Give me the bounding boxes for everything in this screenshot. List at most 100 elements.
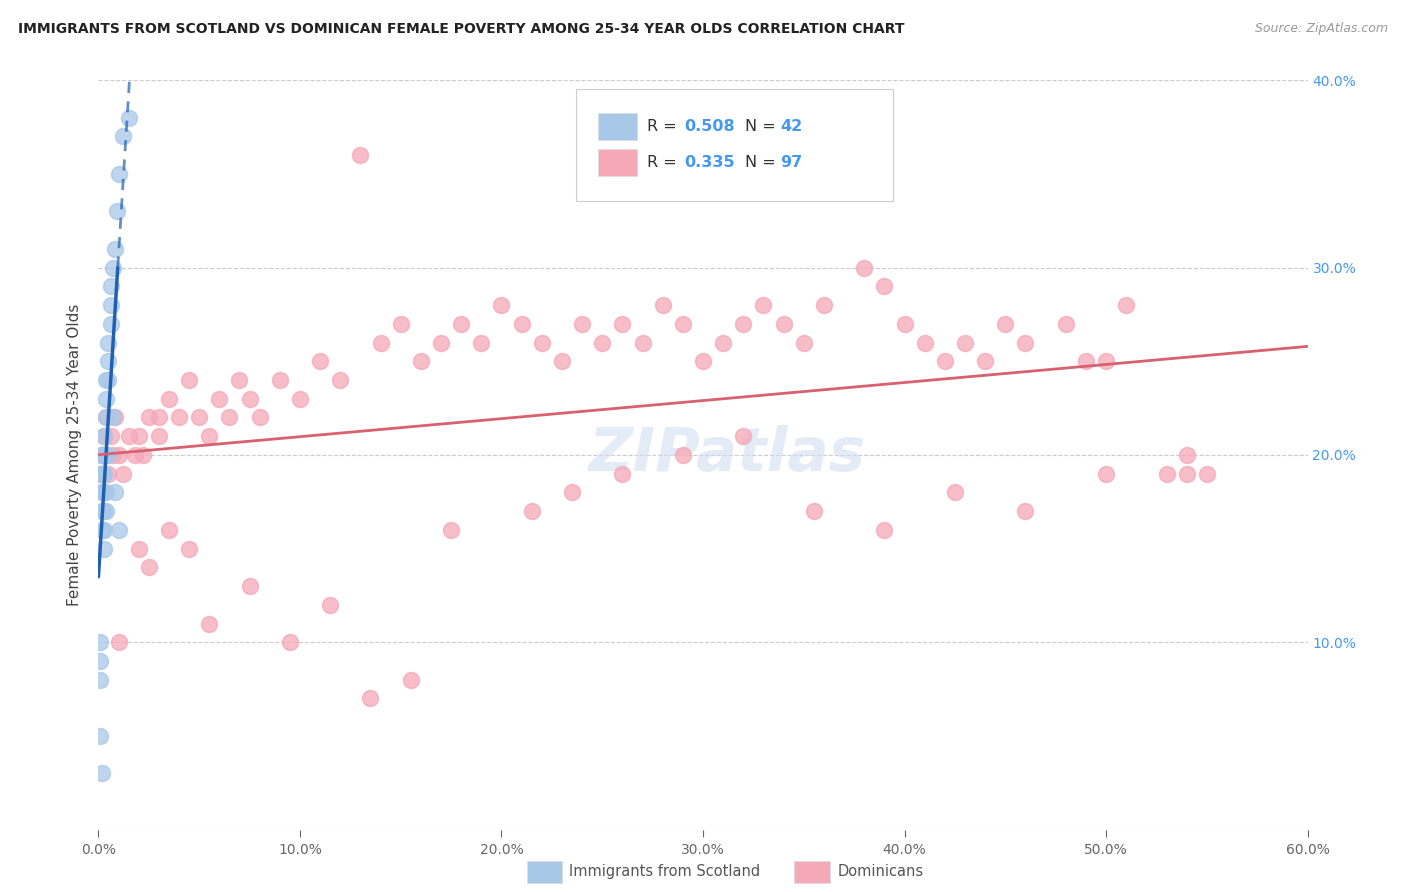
Text: 97: 97 xyxy=(780,155,803,169)
Point xyxy=(97,373,120,387)
Point xyxy=(138,560,160,574)
Point xyxy=(167,410,190,425)
Point xyxy=(711,335,734,350)
Text: Source: ZipAtlas.com: Source: ZipAtlas.com xyxy=(1254,22,1388,36)
Point xyxy=(1156,467,1178,481)
Point xyxy=(672,448,695,462)
Point xyxy=(91,485,114,500)
Point xyxy=(93,429,115,443)
Point xyxy=(510,317,533,331)
Point xyxy=(118,111,141,125)
Point xyxy=(239,579,262,593)
Point xyxy=(103,242,125,256)
Point xyxy=(530,335,553,350)
Point xyxy=(278,635,301,649)
Point xyxy=(631,335,654,350)
Point xyxy=(89,729,111,743)
Point xyxy=(239,392,262,406)
Point xyxy=(329,373,352,387)
Point xyxy=(91,448,114,462)
Point xyxy=(853,260,876,275)
Point xyxy=(89,54,111,69)
Point xyxy=(1095,354,1118,368)
Point xyxy=(470,335,492,350)
Point xyxy=(1195,467,1218,481)
Point xyxy=(612,467,634,481)
Text: N =: N = xyxy=(745,155,782,169)
Text: Dominicans: Dominicans xyxy=(838,864,924,879)
Point xyxy=(1115,298,1137,312)
Point xyxy=(91,523,114,537)
Point xyxy=(1054,317,1077,331)
Point xyxy=(733,317,755,331)
Point xyxy=(389,317,412,331)
Point xyxy=(96,392,118,406)
Point xyxy=(91,504,114,518)
Point xyxy=(450,317,472,331)
Point xyxy=(1014,335,1036,350)
Point xyxy=(91,448,114,462)
Point xyxy=(228,373,250,387)
Point xyxy=(93,467,115,481)
Point xyxy=(873,279,896,293)
Point xyxy=(491,298,513,312)
Point xyxy=(105,204,128,219)
Point xyxy=(893,317,915,331)
Point xyxy=(93,485,115,500)
Point xyxy=(101,448,124,462)
Point xyxy=(873,523,896,537)
Point xyxy=(93,467,115,481)
Point xyxy=(93,504,115,518)
Y-axis label: Female Poverty Among 25-34 Year Olds: Female Poverty Among 25-34 Year Olds xyxy=(67,304,83,606)
Point xyxy=(96,504,118,518)
Point xyxy=(107,635,129,649)
Point xyxy=(813,298,835,312)
Point xyxy=(148,410,170,425)
Point xyxy=(138,410,160,425)
Text: 42: 42 xyxy=(780,120,803,134)
Point xyxy=(124,448,146,462)
Point xyxy=(100,279,122,293)
Point xyxy=(118,429,141,443)
Text: 0.335: 0.335 xyxy=(685,155,735,169)
Point xyxy=(309,354,332,368)
Point xyxy=(93,541,115,556)
Point xyxy=(793,335,815,350)
Point xyxy=(101,260,124,275)
Point xyxy=(96,410,118,425)
Point xyxy=(97,354,120,368)
Point xyxy=(803,504,825,518)
Point xyxy=(218,410,240,425)
Point xyxy=(91,485,114,500)
Point xyxy=(692,354,714,368)
Point xyxy=(1175,467,1198,481)
Point xyxy=(97,335,120,350)
Point xyxy=(551,354,574,368)
Point xyxy=(96,410,118,425)
Point xyxy=(97,467,120,481)
Point xyxy=(1175,448,1198,462)
Point xyxy=(89,467,111,481)
Text: ZIPatlas: ZIPatlas xyxy=(589,425,866,484)
Point xyxy=(100,317,122,331)
Point xyxy=(93,523,115,537)
Point xyxy=(91,467,114,481)
Point xyxy=(89,635,111,649)
Point xyxy=(93,429,115,443)
Point xyxy=(103,485,125,500)
Point xyxy=(440,523,463,537)
Point xyxy=(953,335,976,350)
Point xyxy=(733,429,755,443)
Text: IMMIGRANTS FROM SCOTLAND VS DOMINICAN FEMALE POVERTY AMONG 25-34 YEAR OLDS CORRE: IMMIGRANTS FROM SCOTLAND VS DOMINICAN FE… xyxy=(18,22,905,37)
Point xyxy=(319,598,342,612)
Text: R =: R = xyxy=(647,155,682,169)
Text: N =: N = xyxy=(745,120,782,134)
Point xyxy=(934,354,956,368)
Point xyxy=(370,335,392,350)
Point xyxy=(96,485,118,500)
Point xyxy=(269,373,291,387)
Point xyxy=(96,448,118,462)
Point xyxy=(96,373,118,387)
Point xyxy=(157,523,180,537)
Text: Immigrants from Scotland: Immigrants from Scotland xyxy=(569,864,761,879)
